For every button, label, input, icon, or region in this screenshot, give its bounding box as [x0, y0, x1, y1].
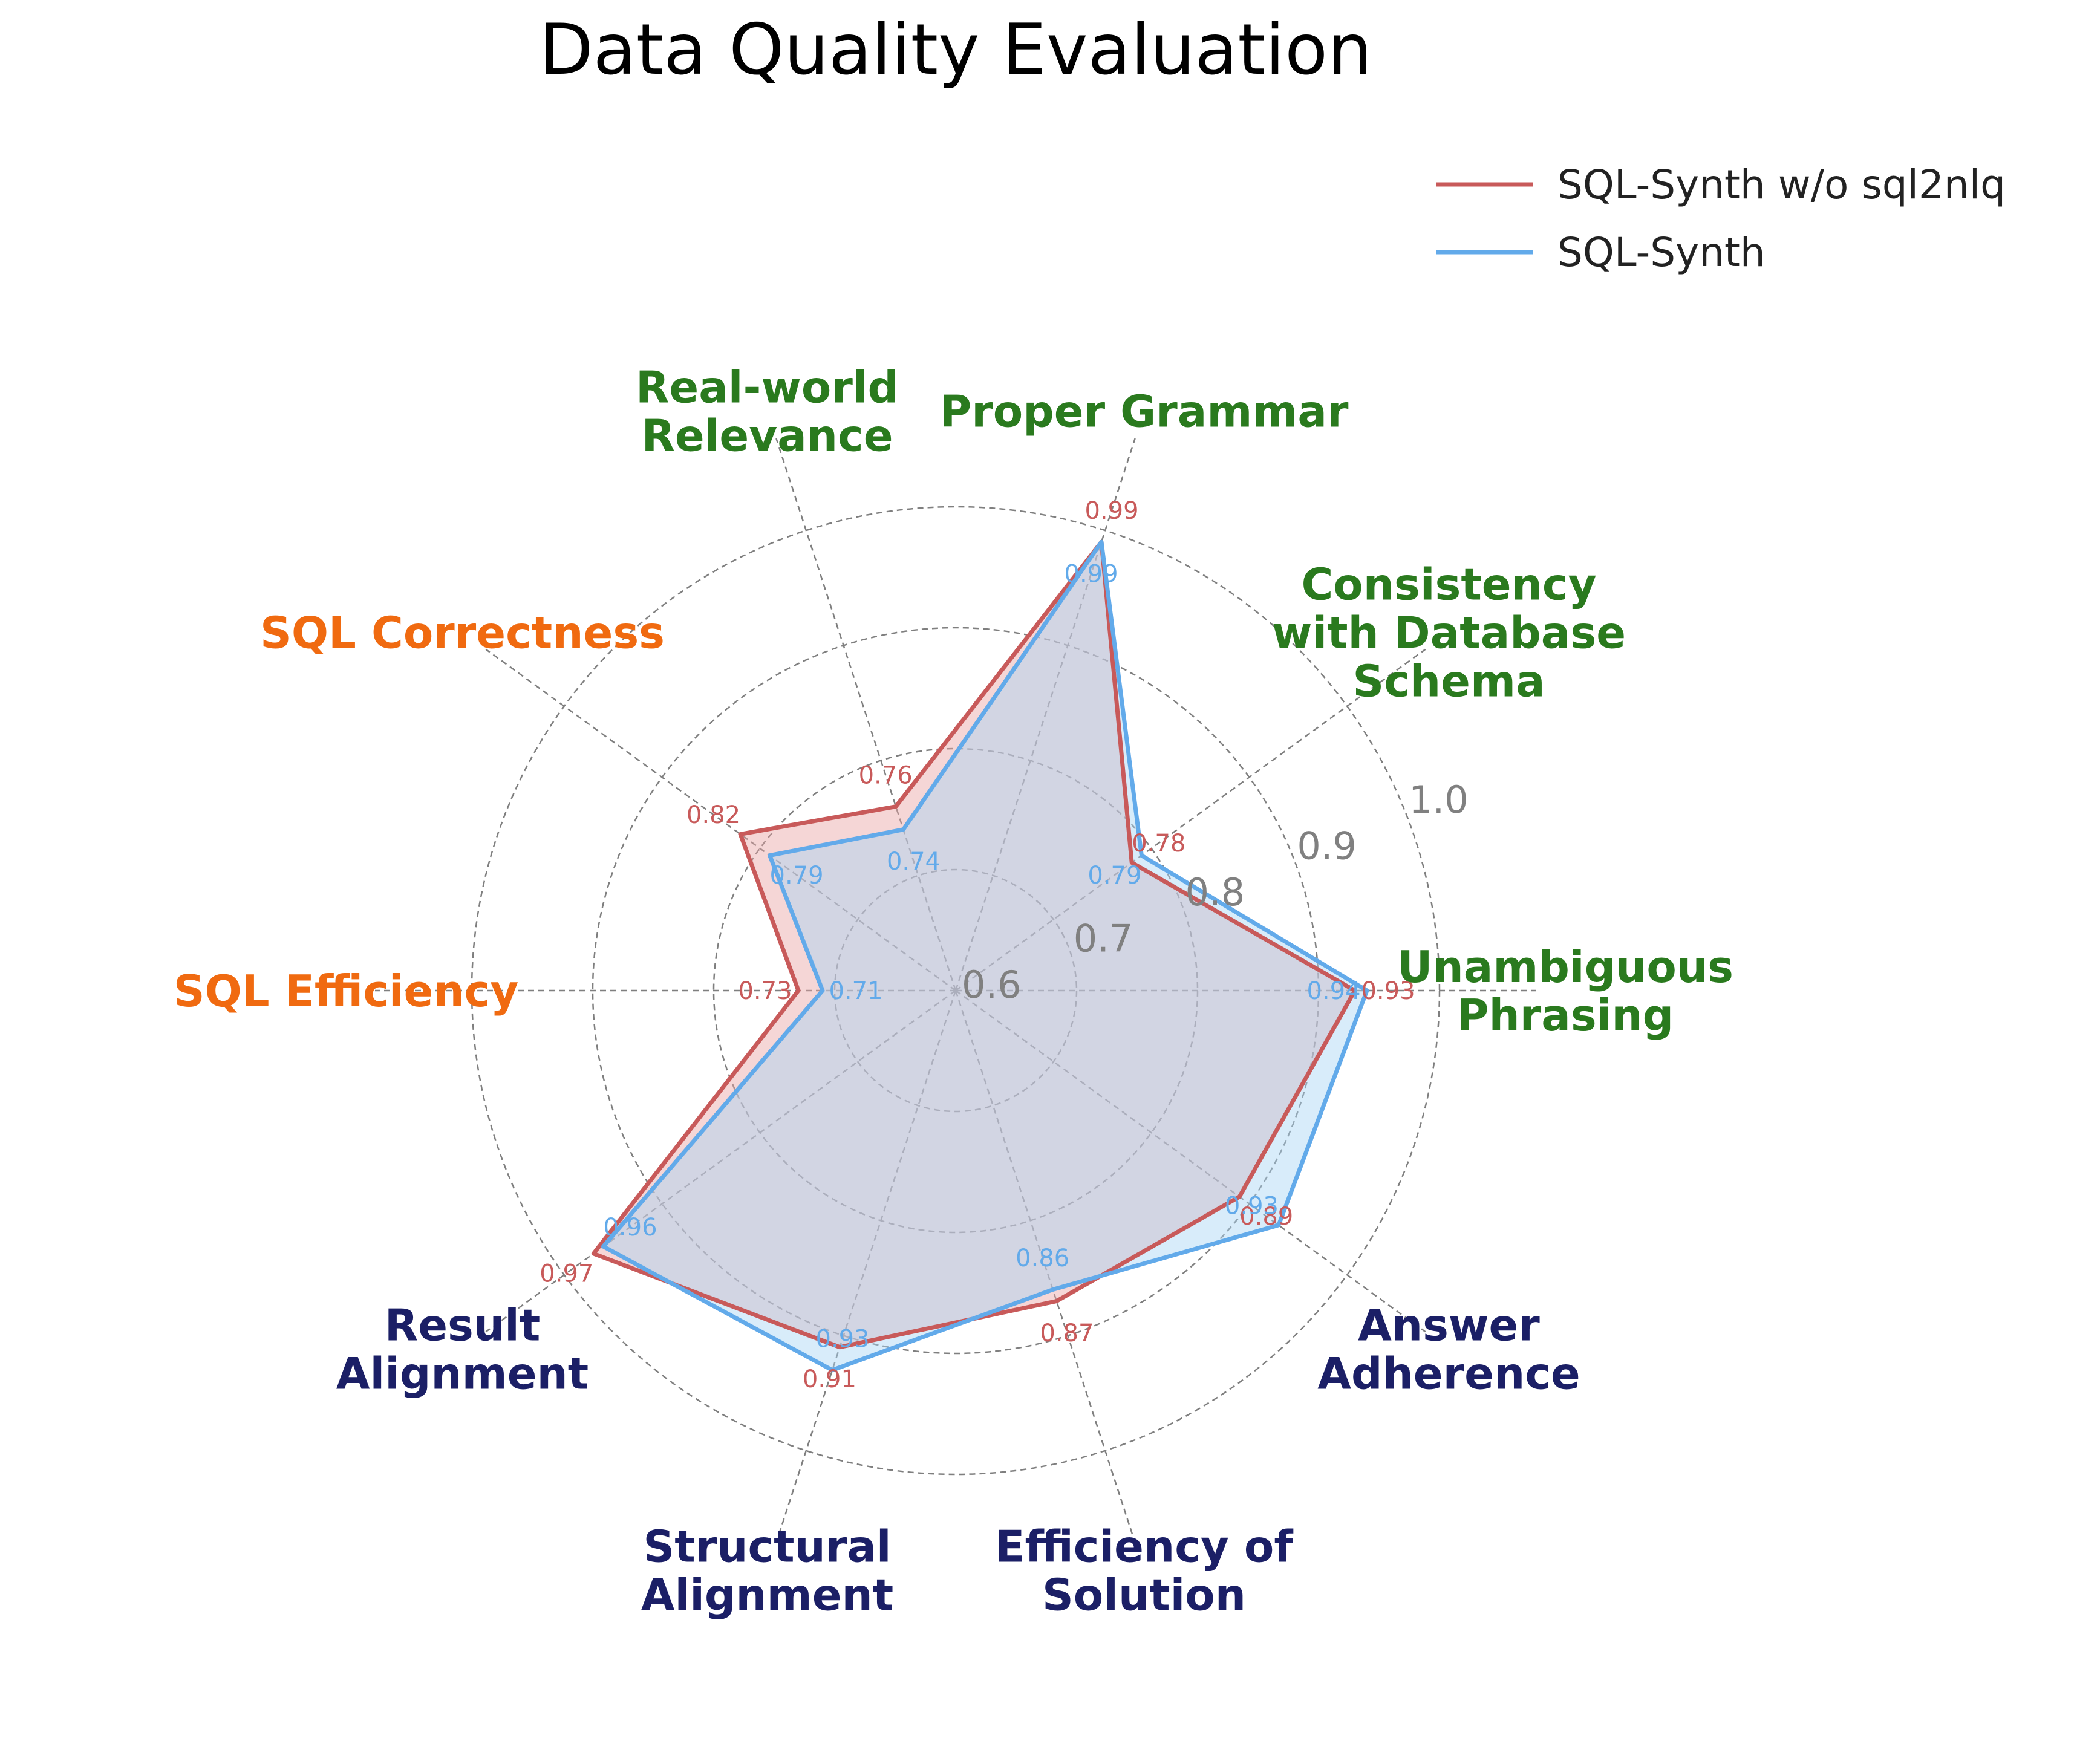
series-line-0 — [591, 539, 1357, 1350]
axis-spoke-6 — [485, 989, 956, 1333]
category-label-line: Real-world — [636, 362, 899, 412]
radial-tick-label-1: 0.7 — [1074, 916, 1133, 960]
value-label-0-2: 0.99 — [1084, 497, 1138, 525]
axis-spoke-3 — [775, 438, 957, 991]
axis-spokes — [375, 438, 1536, 1543]
category-label-line: Solution — [1042, 1570, 1246, 1621]
category-label-6: Result Alignment — [336, 1300, 589, 1399]
category-labels: Unambiguous Phrasing Consistency with Datab… — [174, 362, 1733, 1620]
series-area-0 — [593, 542, 1355, 1347]
category-label-line: Schema — [1352, 656, 1545, 707]
category-label-line: SQL Correctness — [260, 608, 665, 659]
value-label-1-2: 0.99 — [1065, 560, 1118, 588]
value-label-0-3: 0.76 — [859, 761, 913, 789]
value-label-1-9: 0.93 — [1225, 1193, 1279, 1220]
value-label-1-6: 0.96 — [603, 1214, 657, 1242]
radial-tick-label-3: 0.9 — [1297, 824, 1357, 868]
legend: SQL-Synth w/o sql2nlq SQL-Synth — [1436, 161, 2006, 276]
value-label-0-6: 0.97 — [540, 1260, 593, 1287]
value-label-0-1: 0.78 — [1132, 830, 1185, 858]
category-label-line: Efficiency of — [995, 1522, 1293, 1572]
category-label-2: Proper Grammar — [939, 386, 1349, 437]
category-label-1: Consistency with Database Schema — [1272, 559, 1626, 707]
category-label-line: Unambiguous — [1397, 942, 1733, 992]
value-label-0-7: 0.91 — [803, 1365, 856, 1393]
series-areas — [591, 539, 1369, 1373]
category-label-line: Structural — [643, 1522, 891, 1572]
axis-spoke-1 — [955, 648, 1426, 992]
value-label-1-3: 0.74 — [887, 848, 941, 876]
legend-label-0: SQL-Synth w/o sql2nlq — [1557, 161, 2006, 208]
chart-title: Data Quality Evaluation — [539, 9, 1372, 91]
category-label-line: Phrasing — [1457, 990, 1674, 1041]
category-label-line: Consistency — [1301, 559, 1596, 610]
value-label-0-8: 0.87 — [1040, 1320, 1094, 1347]
category-label-line: Alignment — [641, 1570, 893, 1621]
value-label-1-5: 0.71 — [829, 977, 882, 1005]
radial-tick-label-0: 0.6 — [962, 963, 1022, 1007]
category-label-8: Efficiency of Solution — [995, 1522, 1293, 1621]
legend-label-1: SQL-Synth — [1557, 229, 1766, 276]
category-label-0: Unambiguous Phrasing — [1397, 942, 1733, 1041]
category-label-line: Result — [385, 1300, 540, 1350]
value-label-0-9: 0.89 — [1239, 1203, 1293, 1231]
value-label-1-7: 0.93 — [816, 1325, 870, 1353]
axis-spoke-2 — [954, 438, 1136, 991]
series-line-1 — [601, 539, 1369, 1373]
category-label-9: Answer Adherence — [1317, 1300, 1580, 1399]
category-label-line: Alignment — [336, 1348, 589, 1399]
radial-tick-label-4: 1.0 — [1409, 778, 1469, 822]
value-label-1-8: 0.86 — [1016, 1245, 1069, 1272]
category-label-line: Answer — [1358, 1300, 1540, 1350]
axis-spoke-9 — [955, 989, 1426, 1333]
category-label-line: with Database — [1272, 608, 1626, 659]
value-label-0-0: 0.93 — [1361, 977, 1415, 1005]
radial-tick-labels: 0.6 0.7 0.8 0.9 1.0 — [962, 778, 1469, 1007]
radial-tick-label-2: 0.8 — [1185, 870, 1245, 914]
series-area-1 — [603, 542, 1367, 1370]
axis-spoke-8 — [954, 990, 1136, 1543]
value-labels: 0.93 0.78 0.99 0.76 0.82 0.73 0.97 0.91 0.87 0.89… — [540, 497, 1415, 1393]
value-label-1-0: 0.94 — [1306, 977, 1360, 1005]
category-label-3: Real-world Relevance — [636, 362, 899, 461]
category-label-line: Proper Grammar — [939, 386, 1349, 437]
category-label-4: SQL Correctness — [260, 608, 665, 659]
category-label-5: SQL Efficiency — [174, 966, 519, 1017]
category-label-line: Relevance — [641, 410, 893, 461]
value-label-1-1: 0.79 — [1088, 862, 1141, 890]
grid-circle-1 — [833, 868, 1078, 1113]
category-label-line: SQL Efficiency — [174, 966, 519, 1017]
value-label-1-4: 0.79 — [770, 862, 824, 890]
axis-spoke-4 — [485, 648, 956, 992]
category-label-line: Adherence — [1317, 1348, 1580, 1399]
axis-spoke-7 — [775, 990, 957, 1543]
value-label-0-4: 0.82 — [686, 801, 740, 829]
value-label-0-5: 0.73 — [738, 977, 792, 1005]
category-label-7: Structural Alignment — [641, 1522, 893, 1621]
